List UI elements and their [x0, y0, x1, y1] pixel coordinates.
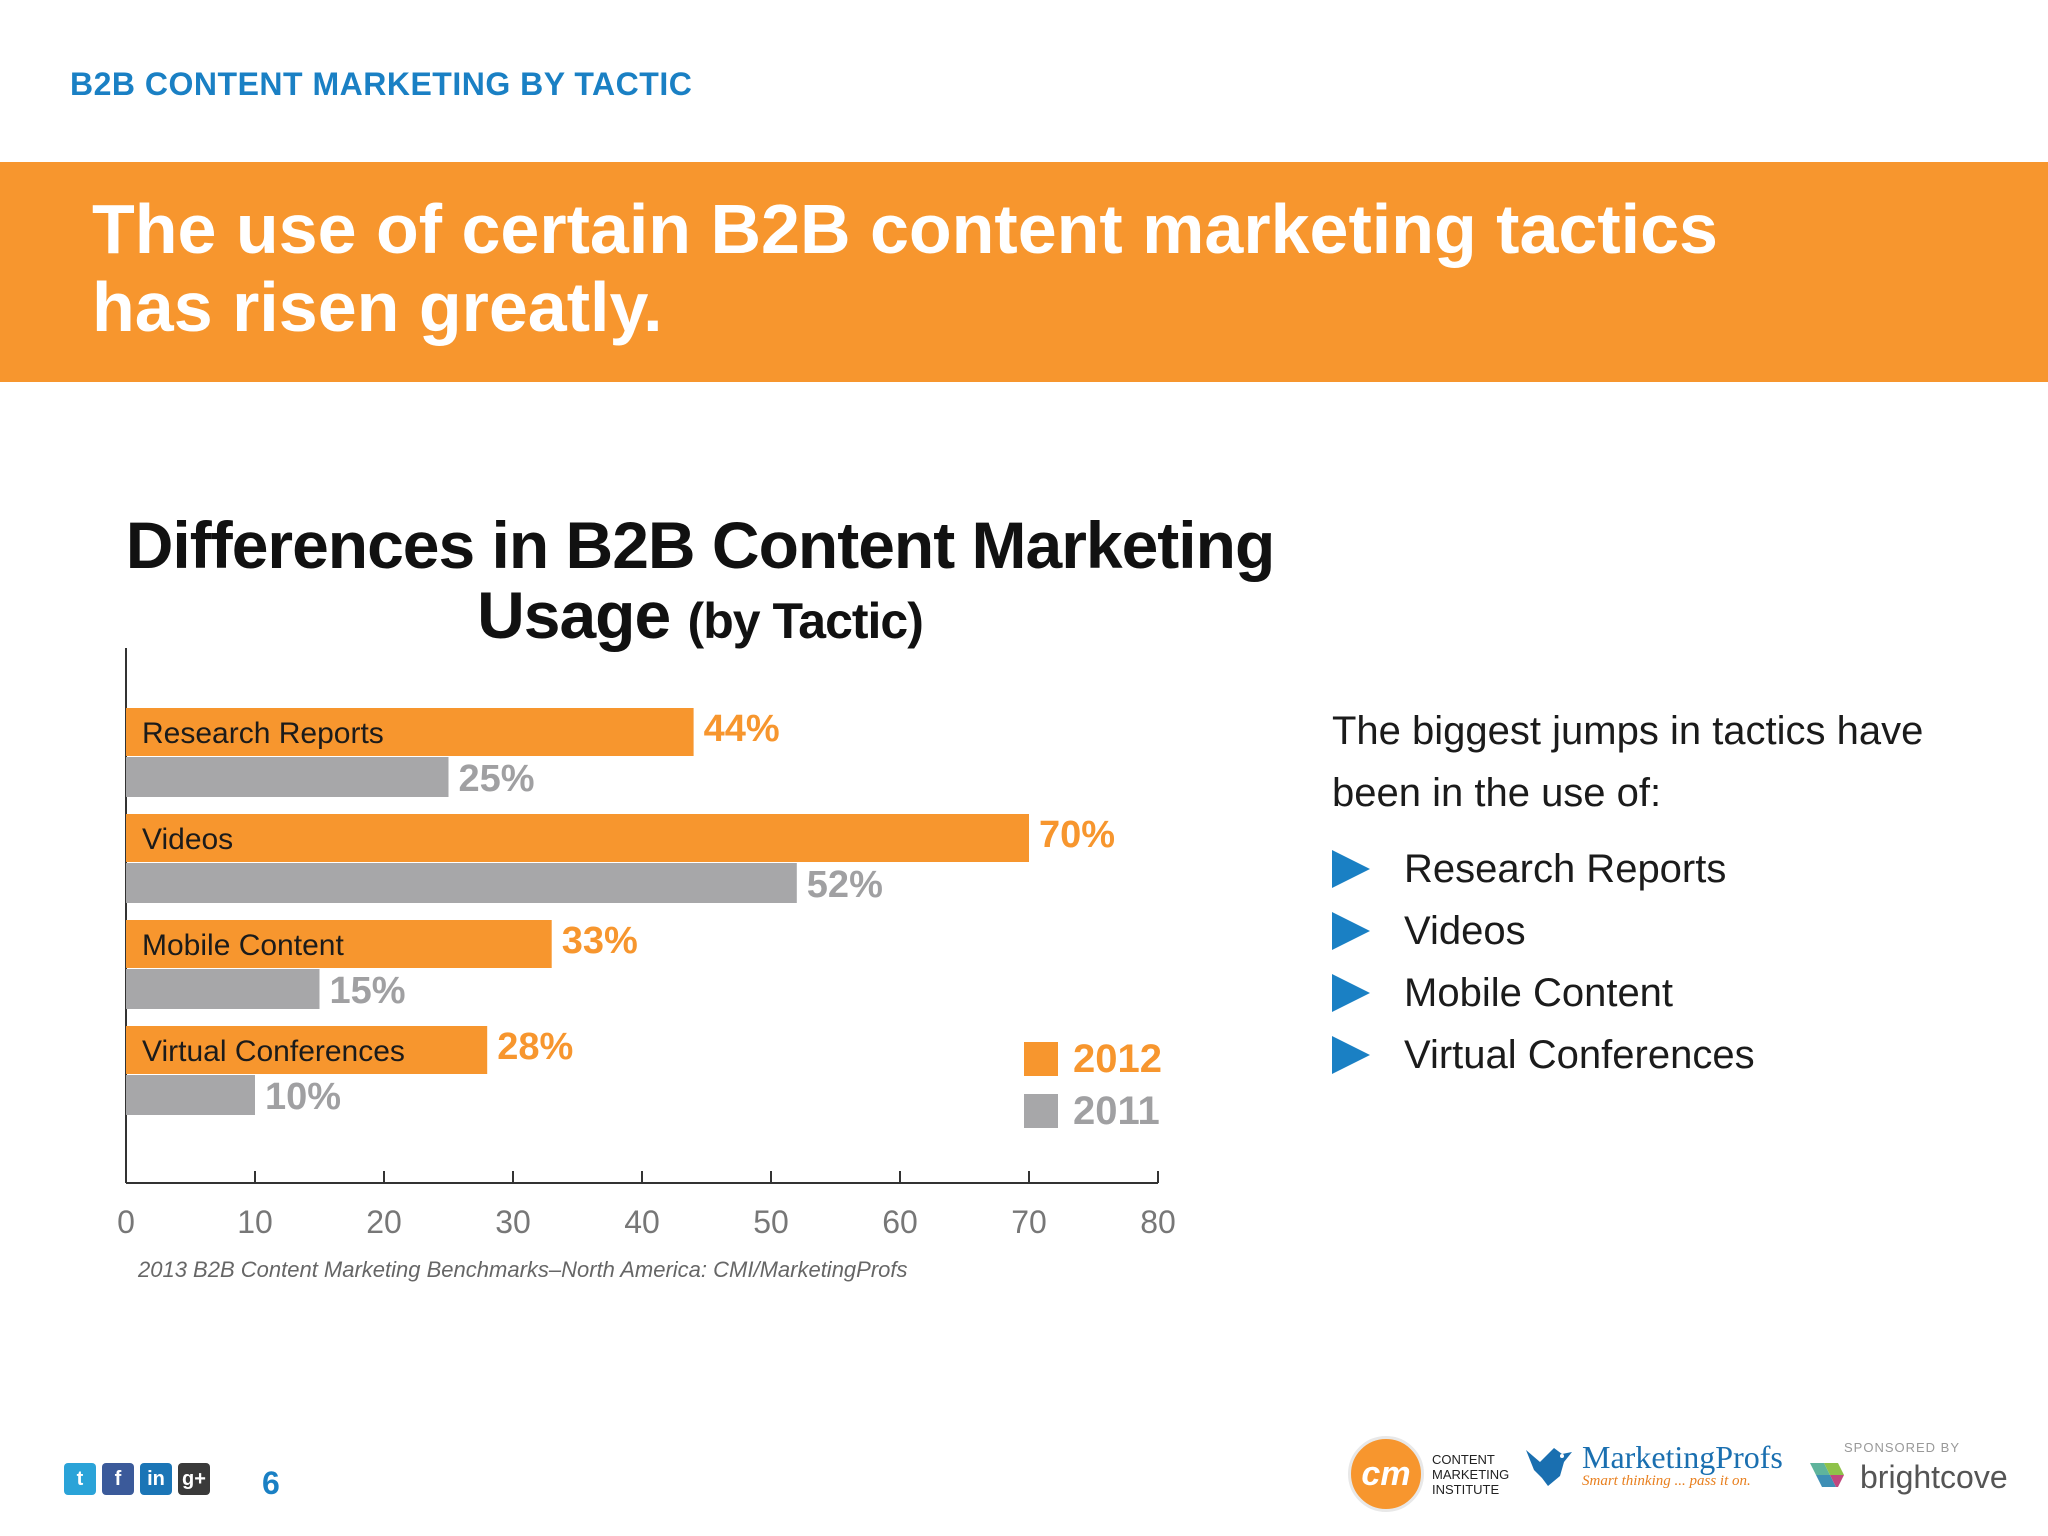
x-tick-label: 0: [117, 1204, 135, 1240]
category-label: Virtual Conferences: [142, 1035, 405, 1068]
legend-swatch-2011: [1024, 1094, 1058, 1128]
cmi-logo-text: CONTENT MARKETING INSTITUTE: [1432, 1452, 1509, 1497]
legend-label-2011: 2011: [1073, 1089, 1160, 1133]
bar-2012: [126, 814, 1029, 862]
x-tick-label: 20: [366, 1204, 402, 1240]
headline-line-2: has risen greatly.: [92, 268, 663, 346]
data-label-2011: 15%: [330, 970, 406, 1012]
bar-2011: [126, 863, 797, 903]
bird-icon: [1526, 1448, 1572, 1486]
slide-headline: The use of certain B2B content marketing…: [92, 190, 1892, 346]
x-tick-label: 40: [624, 1204, 660, 1240]
callout-item-label: Videos: [1404, 908, 1526, 953]
triangle-bullet-icon: [1332, 1036, 1370, 1074]
chart-title-sub: (by Tactic): [687, 593, 924, 649]
legend-swatch-2012: [1024, 1042, 1058, 1076]
callout-item-label: Mobile Content: [1404, 970, 1674, 1015]
callout-item: Mobile Content: [1332, 962, 2012, 1024]
bar-2011: [126, 757, 449, 797]
callout-list: Research Reports Videos Mobile Content V…: [1332, 838, 2012, 1086]
legend-label-2012: 2012: [1073, 1037, 1162, 1081]
sponsored-by-label: SPONSORED BY: [1844, 1440, 1961, 1455]
bar-2012: [126, 920, 552, 968]
triangle-bullet-icon: [1332, 850, 1370, 888]
callout-item: Videos: [1332, 900, 2012, 962]
data-label-2011: 10%: [265, 1076, 341, 1118]
brightcove-mark-icon: [1810, 1463, 1844, 1487]
chart-source: 2013 B2B Content Marketing Benchmarks–No…: [138, 1257, 908, 1282]
x-tick-label: 50: [753, 1204, 789, 1240]
marketingprofs-name: MarketingProfs: [1582, 1438, 1783, 1475]
google-plus-icon[interactable]: g+: [178, 1463, 210, 1495]
chart-title-main: Usage: [477, 578, 671, 652]
chart-title-line-2: Usage (by Tactic): [100, 580, 1300, 656]
page-number: 6: [262, 1465, 280, 1501]
section-eyebrow: B2B CONTENT MARKETING BY TACTIC: [70, 66, 693, 102]
callout-panel: The biggest jumps in tactics have been i…: [1332, 700, 2012, 1086]
data-label-2012: 44%: [704, 708, 780, 750]
cmi-line: MARKETING: [1432, 1466, 1510, 1482]
cmi-line: INSTITUTE: [1432, 1481, 1500, 1497]
x-tick-label: 30: [495, 1204, 531, 1240]
bar-2012: [126, 1026, 488, 1074]
cmi-logo-mark: cm: [1348, 1436, 1424, 1512]
cmi-logo: cm CONTENT MARKETING INSTITUTE: [1348, 1436, 1509, 1512]
chart-title: Differences in B2B Content Marketing Usa…: [100, 510, 1300, 656]
x-tick-label: 70: [1011, 1204, 1047, 1240]
callout-item: Virtual Conferences: [1332, 1024, 2012, 1086]
social-share-bar: t f in g+: [64, 1463, 210, 1495]
data-label-2012: 28%: [497, 1026, 573, 1068]
cmi-line: CONTENT: [1432, 1451, 1495, 1467]
callout-item-label: Virtual Conferences: [1404, 1032, 1755, 1077]
data-label-2012: 70%: [1039, 814, 1115, 856]
callout-item-label: Research Reports: [1404, 846, 1727, 891]
x-tick-label: 10: [237, 1204, 273, 1240]
category-label: Research Reports: [142, 717, 384, 750]
data-label-2012: 33%: [562, 920, 638, 962]
category-label: Mobile Content: [142, 929, 344, 962]
x-tick-label: 80: [1140, 1204, 1176, 1240]
chart-title-line-1: Differences in B2B Content Marketing: [125, 508, 1276, 582]
callout-intro: The biggest jumps in tactics have been i…: [1332, 709, 1924, 815]
marketingprofs-logo: MarketingProfs Smart thinking ... pass i…: [1520, 1440, 1783, 1490]
bar-2011: [126, 969, 320, 1009]
x-tick-label: 60: [882, 1204, 918, 1240]
data-label-2011: 52%: [807, 864, 883, 906]
callout-item: Research Reports: [1332, 838, 2012, 900]
facebook-icon[interactable]: f: [102, 1463, 134, 1495]
marketingprofs-tagline: Smart thinking ... pass it on.: [1582, 1472, 1751, 1489]
triangle-bullet-icon: [1332, 912, 1370, 950]
triangle-bullet-icon: [1332, 974, 1370, 1012]
bar-2011: [126, 1075, 255, 1115]
data-label-2011: 25%: [459, 758, 535, 800]
brightcove-logo: SPONSORED BY brightcove: [1806, 1440, 2008, 1499]
bar-2012: [126, 708, 694, 756]
twitter-icon[interactable]: t: [64, 1463, 96, 1495]
headline-banner: [0, 162, 2048, 382]
category-label: Videos: [142, 823, 233, 856]
headline-line-1: The use of certain B2B content marketing…: [92, 190, 1718, 268]
linkedin-icon[interactable]: in: [140, 1463, 172, 1495]
brightcove-name: brightcove: [1860, 1458, 2008, 1495]
